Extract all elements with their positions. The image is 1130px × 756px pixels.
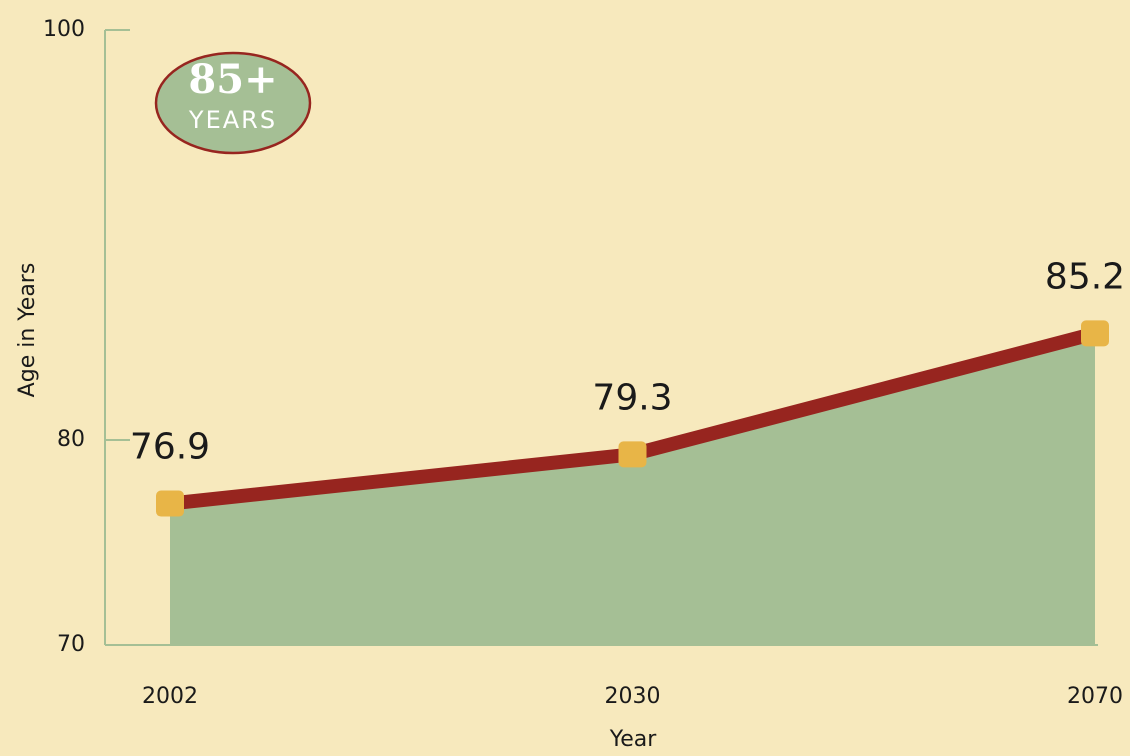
marker [1081,320,1109,347]
x-tick-label: 2002 [142,684,198,709]
x-axis-label: Year [609,727,658,752]
value-label: 76.9 [130,427,210,468]
y-tick-label: 70 [57,632,85,657]
y-axis-label: Age in Years [15,263,40,398]
marker [156,490,184,517]
area [170,333,1095,645]
badge-subtitle: YEARS [188,106,277,134]
badge-title: 85+ [188,56,277,103]
badge [154,51,312,155]
value-label: 79.3 [592,377,672,418]
x-tick-label: 2070 [1067,684,1123,709]
y-tick-label: 80 [57,427,85,452]
y-tick-label: 100 [43,17,85,42]
value-label: 85.2 [1045,256,1125,297]
x-tick-label: 2030 [605,684,661,709]
marker [618,441,647,468]
